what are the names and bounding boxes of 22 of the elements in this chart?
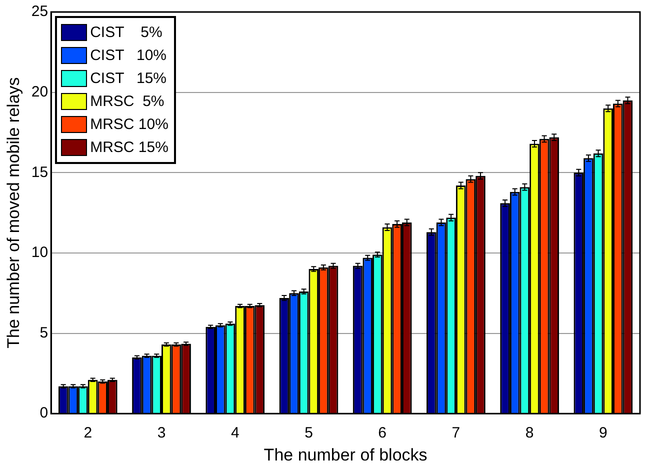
x-tick-label: 9: [599, 424, 608, 442]
x-tick-label: 8: [525, 424, 534, 442]
x-tick-label: 4: [230, 424, 240, 442]
y-tick-label: 10: [31, 244, 48, 262]
y-tick-label: 15: [31, 164, 48, 181]
legend-label: CIST 10%: [90, 46, 166, 66]
x-axis-title: The number of blocks: [264, 445, 428, 464]
y-tick-label: 20: [31, 83, 48, 100]
x-tick-label: 6: [378, 424, 387, 442]
legend-label: MRSC 10%: [90, 115, 168, 135]
y-tick-label: 0: [40, 404, 48, 422]
y-axis-title: The number of moved mobile relays: [4, 77, 23, 348]
x-tick-label: 5: [304, 424, 313, 442]
x-tick-label: 2: [84, 424, 92, 442]
legend-label: MRSC 5%: [90, 92, 164, 112]
legend-label: CIST 15%: [90, 69, 166, 89]
y-tick-label: 25: [31, 3, 48, 20]
legend-label: CIST 5%: [90, 23, 162, 43]
x-tick-label: 7: [452, 424, 460, 442]
y-tick-label: 5: [40, 324, 48, 342]
legend-label: MRSC 15%: [90, 138, 168, 158]
x-tick-label: 3: [157, 424, 166, 442]
